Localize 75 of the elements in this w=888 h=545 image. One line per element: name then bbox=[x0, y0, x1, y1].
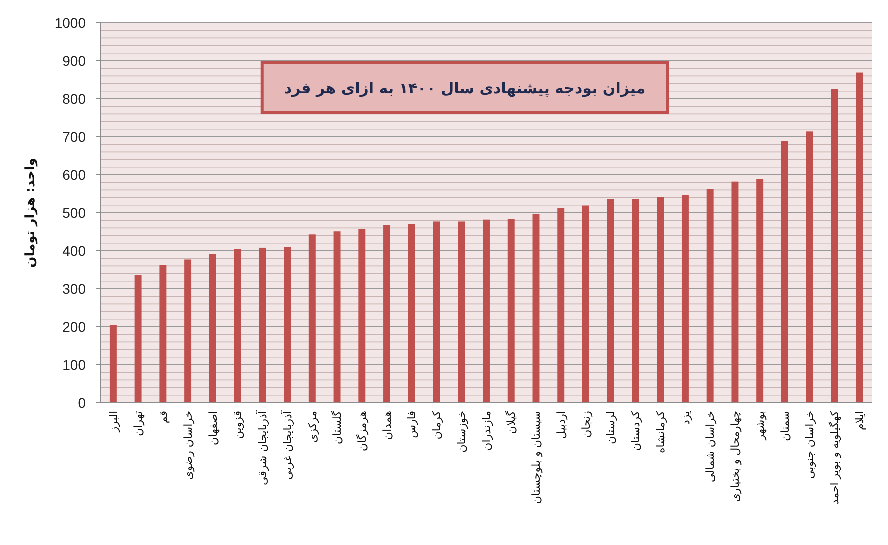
x-tick-label: مازندران bbox=[480, 410, 494, 451]
x-tick-label: همدان bbox=[380, 410, 394, 440]
x-tick-label: کرمانشاه bbox=[654, 410, 668, 454]
text: میزان بودجه پیشنهادی سال ۱۴۰۰ به ازای هر فرد bbox=[284, 79, 646, 98]
bar bbox=[607, 199, 614, 403]
y-tick-label: 0 bbox=[78, 394, 86, 411]
x-tick-label: سیستان و بلوچستان bbox=[530, 411, 544, 504]
bar bbox=[706, 189, 714, 403]
bar bbox=[508, 219, 515, 403]
x-tick-label: آذربایجان شرقی bbox=[256, 410, 270, 486]
x-tick-label: قزوین bbox=[232, 411, 245, 440]
x-tick-label: گیلان bbox=[505, 410, 518, 434]
x-tick-label: بوشهر bbox=[754, 411, 767, 442]
bar bbox=[234, 249, 242, 403]
y-axis-title: واحد: هزار تومان bbox=[24, 158, 39, 268]
y-tick-label: 400 bbox=[62, 242, 86, 259]
bar bbox=[657, 197, 664, 403]
bar bbox=[756, 179, 764, 403]
x-tick-label: خراسان شمالی bbox=[704, 411, 718, 483]
y-tick-label: 300 bbox=[62, 280, 86, 297]
x-tick-label: زنجان bbox=[580, 411, 593, 438]
x-tick-label: تهران bbox=[132, 411, 146, 436]
x-tick-label: آذربایجان غربی bbox=[280, 410, 294, 480]
y-tick-label: 700 bbox=[62, 128, 86, 145]
x-tick-label: کرمان bbox=[430, 410, 444, 440]
x-tick-label: هرمزگان bbox=[356, 410, 369, 452]
x-tick-label: خوزستان bbox=[455, 411, 468, 453]
x-tick-label: کهگیلویه و بویر احمد bbox=[828, 410, 842, 505]
x-tick-label: مرکزی bbox=[306, 410, 320, 443]
bar bbox=[408, 224, 416, 403]
bar bbox=[532, 214, 540, 403]
bar bbox=[284, 247, 292, 403]
bar bbox=[358, 229, 366, 403]
bar bbox=[582, 206, 590, 403]
x-tick-label: البرز bbox=[107, 411, 120, 434]
y-tick-label: 800 bbox=[62, 90, 86, 107]
bar bbox=[308, 234, 316, 403]
x-tick-label: خراسان جنوبی bbox=[804, 411, 817, 480]
bar bbox=[806, 132, 814, 403]
bar bbox=[856, 72, 864, 403]
x-tick-label: گلستان bbox=[331, 410, 344, 444]
bar bbox=[781, 141, 788, 403]
bar bbox=[682, 195, 689, 403]
bar bbox=[259, 248, 266, 403]
x-tick-label: یزد bbox=[679, 411, 692, 426]
bar bbox=[458, 222, 466, 403]
bar bbox=[209, 254, 216, 403]
y-tick-label: 500 bbox=[62, 204, 86, 221]
y-tick-label: 200 bbox=[62, 318, 86, 335]
x-tick-label: خراسان رضوی bbox=[182, 411, 195, 480]
x-tick-label: اصفهان bbox=[206, 411, 220, 446]
bar bbox=[160, 265, 167, 403]
bar bbox=[483, 220, 490, 403]
x-tick-label: لرستان bbox=[604, 411, 618, 444]
x-tick-label: چهارمحال و بختیاری bbox=[729, 411, 742, 502]
x-tick-label: سمنان bbox=[778, 411, 792, 442]
bar bbox=[334, 232, 341, 403]
y-tick-label: 1000 bbox=[54, 14, 86, 31]
y-tick-label: 600 bbox=[62, 166, 86, 183]
x-tick-label: ایلام bbox=[853, 411, 866, 430]
x-tick-label: فارس bbox=[406, 411, 419, 438]
x-tick-label: کردستان bbox=[630, 410, 643, 452]
bar bbox=[632, 199, 640, 403]
y-tick-label: 900 bbox=[62, 52, 86, 69]
x-tick-label: اردبیل bbox=[554, 411, 568, 439]
y-tick-label: 100 bbox=[62, 356, 86, 373]
bar bbox=[384, 225, 390, 403]
bar bbox=[134, 275, 142, 403]
bar bbox=[184, 260, 192, 403]
bar bbox=[558, 208, 565, 403]
bar bbox=[732, 182, 739, 403]
x-tick-label: قم bbox=[157, 411, 170, 424]
bar bbox=[110, 325, 117, 403]
bar bbox=[433, 222, 440, 403]
bar bbox=[831, 89, 838, 403]
